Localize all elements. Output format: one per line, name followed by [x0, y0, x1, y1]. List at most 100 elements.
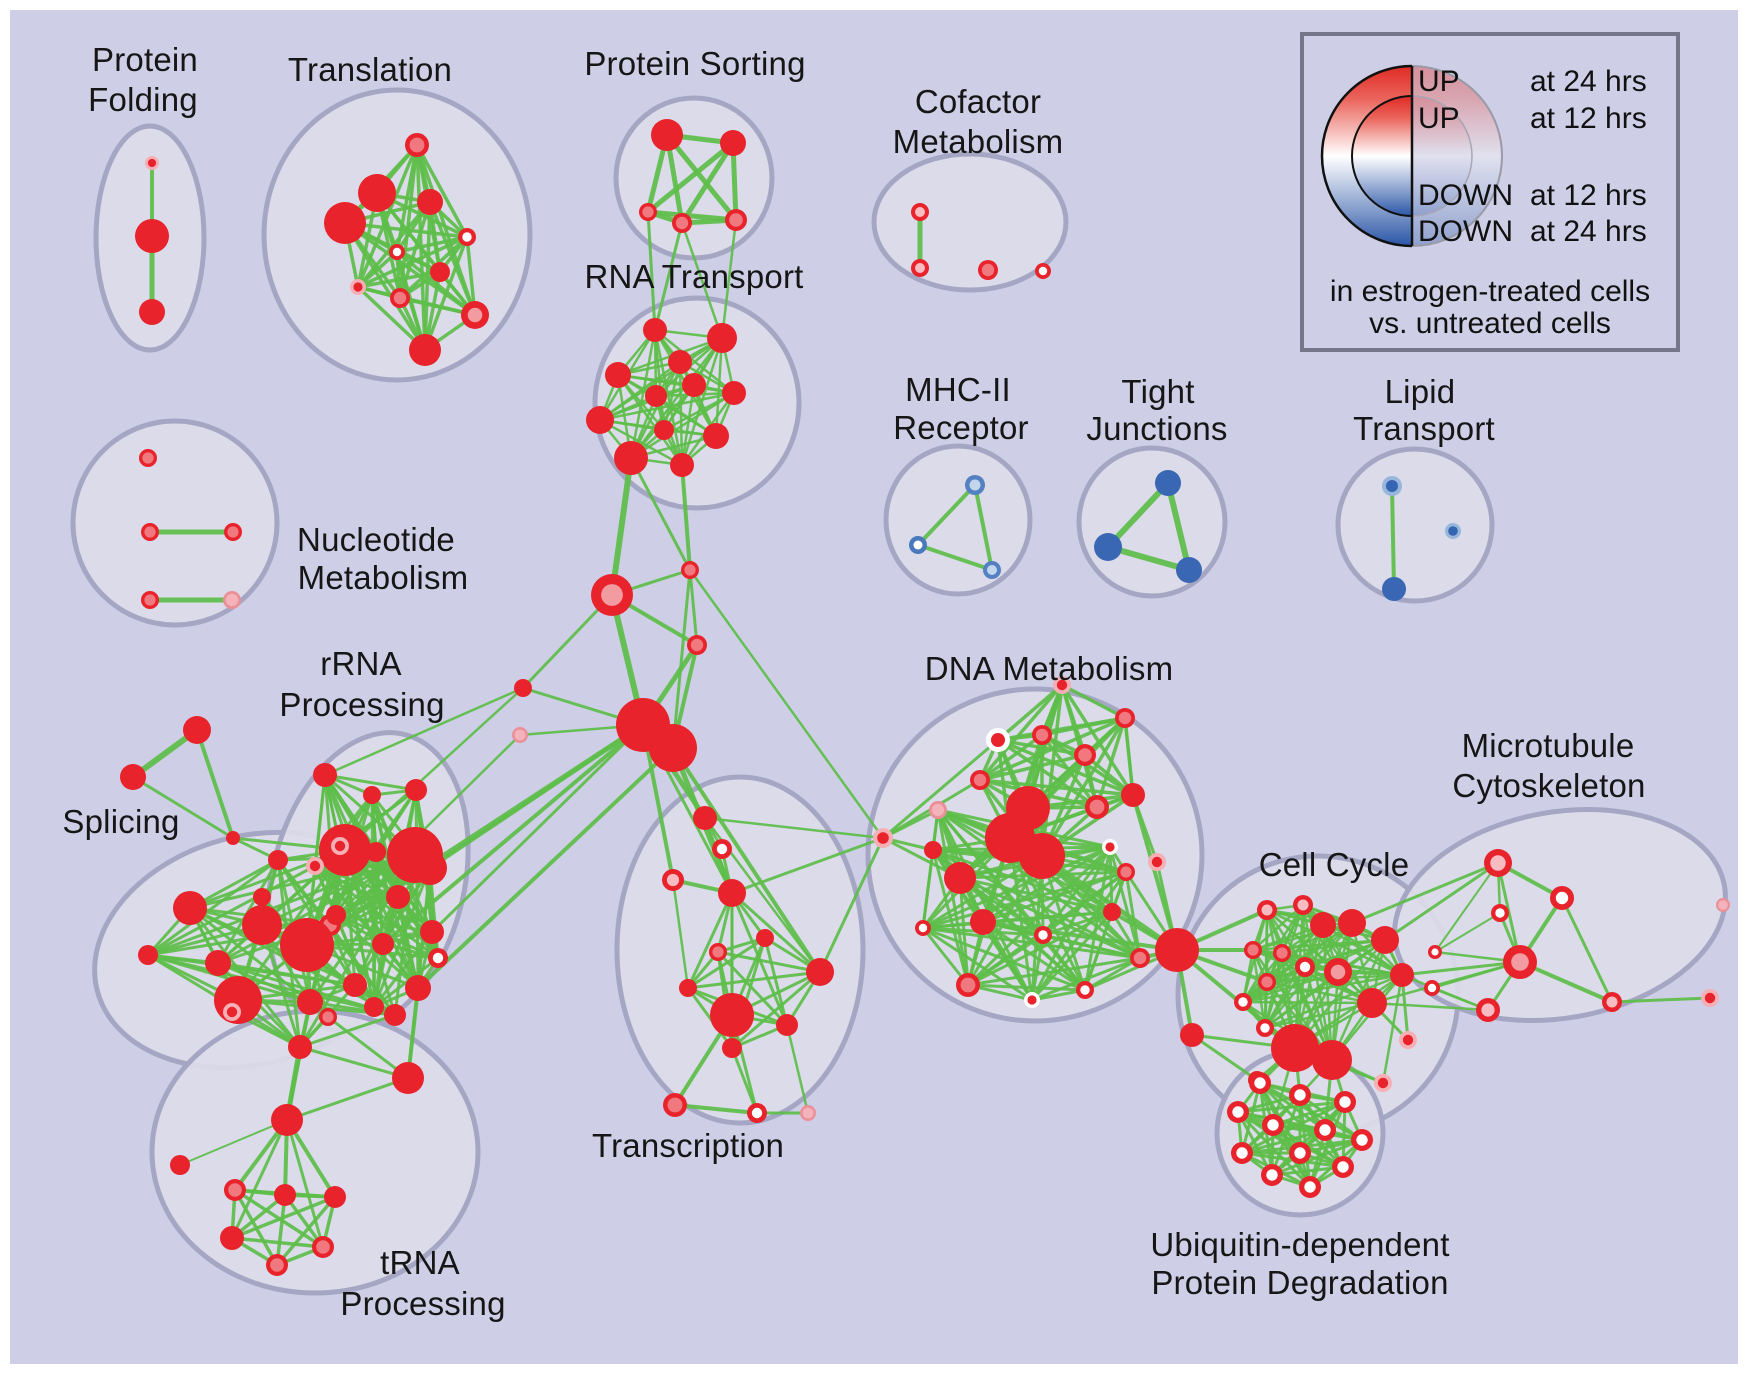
node-42[interactable] — [1382, 577, 1406, 601]
node-73[interactable] — [326, 905, 346, 925]
node-154[interactable] — [1262, 1114, 1284, 1136]
node-181[interactable] — [392, 1062, 424, 1094]
node-61[interactable] — [297, 989, 323, 1015]
node-120[interactable] — [1034, 926, 1052, 944]
node-82[interactable] — [514, 679, 532, 697]
node-84[interactable] — [681, 561, 699, 579]
node-150[interactable] — [1249, 1072, 1271, 1094]
node-62[interactable] — [343, 973, 367, 997]
node-6[interactable] — [417, 189, 443, 215]
node-20[interactable] — [707, 323, 737, 353]
node-90[interactable] — [712, 839, 732, 859]
node-8[interactable] — [389, 244, 405, 260]
node-75[interactable] — [372, 933, 394, 955]
node-140[interactable] — [1357, 988, 1387, 1018]
node-9[interactable] — [430, 262, 450, 282]
node-28[interactable] — [703, 423, 729, 449]
node-149[interactable] — [1374, 1074, 1392, 1092]
node-5[interactable] — [324, 202, 366, 244]
node-135[interactable] — [1310, 912, 1336, 938]
node-3[interactable] — [405, 133, 429, 157]
node-55[interactable] — [173, 891, 207, 925]
node-86[interactable] — [687, 635, 707, 655]
node-126[interactable] — [1053, 676, 1071, 694]
node-10[interactable] — [350, 279, 366, 295]
node-100[interactable] — [663, 1093, 687, 1117]
node-110[interactable] — [1085, 795, 1109, 819]
node-74[interactable] — [280, 918, 334, 972]
node-174[interactable] — [224, 1179, 246, 1201]
node-111[interactable] — [1121, 783, 1145, 807]
node-43[interactable] — [1445, 523, 1461, 539]
node-49[interactable] — [183, 716, 211, 744]
node-11[interactable] — [390, 288, 410, 308]
node-107[interactable] — [970, 770, 990, 790]
node-102[interactable] — [800, 1105, 816, 1121]
node-98[interactable] — [776, 1014, 798, 1036]
node-64[interactable] — [288, 1035, 312, 1059]
node-32[interactable] — [911, 259, 929, 277]
node-175[interactable] — [274, 1184, 296, 1206]
node-13[interactable] — [409, 334, 441, 366]
node-118[interactable] — [970, 909, 996, 935]
node-15[interactable] — [720, 130, 746, 156]
node-153[interactable] — [1227, 1101, 1249, 1123]
node-122[interactable] — [1130, 948, 1150, 968]
node-114[interactable] — [924, 841, 942, 859]
node-58[interactable] — [205, 950, 231, 976]
node-80[interactable] — [319, 1008, 337, 1026]
node-143[interactable] — [1256, 1019, 1274, 1037]
node-178[interactable] — [312, 1236, 334, 1258]
node-101[interactable] — [747, 1103, 767, 1123]
node-81[interactable] — [253, 888, 271, 906]
node-94[interactable] — [709, 943, 727, 961]
node-151[interactable] — [1289, 1084, 1311, 1106]
node-59[interactable] — [138, 945, 158, 965]
node-146[interactable] — [1390, 963, 1414, 987]
node-117[interactable] — [944, 862, 976, 894]
node-88[interactable] — [649, 724, 697, 772]
node-21[interactable] — [668, 350, 692, 374]
node-170[interactable] — [1701, 989, 1719, 1007]
node-85[interactable] — [591, 574, 633, 616]
node-97[interactable] — [710, 993, 754, 1037]
node-46[interactable] — [224, 523, 242, 541]
node-141[interactable] — [1258, 973, 1276, 991]
node-165[interactable] — [1428, 945, 1442, 959]
node-158[interactable] — [1289, 1142, 1311, 1164]
node-2[interactable] — [139, 299, 165, 325]
node-163[interactable] — [1550, 886, 1574, 910]
node-50[interactable] — [120, 764, 146, 790]
node-159[interactable] — [1332, 1156, 1354, 1178]
node-139[interactable] — [1324, 958, 1352, 986]
node-95[interactable] — [679, 979, 697, 997]
node-71[interactable] — [413, 851, 447, 885]
node-1[interactable] — [135, 219, 169, 253]
node-138[interactable] — [1295, 957, 1315, 977]
node-25[interactable] — [722, 381, 746, 405]
node-176[interactable] — [324, 1186, 346, 1208]
node-67[interactable] — [405, 779, 427, 801]
node-63[interactable] — [384, 1004, 406, 1026]
node-168[interactable] — [1476, 998, 1500, 1022]
node-69[interactable] — [306, 857, 324, 875]
node-16[interactable] — [639, 203, 657, 221]
node-26[interactable] — [586, 406, 614, 434]
node-144[interactable] — [1271, 1024, 1319, 1072]
node-108[interactable] — [929, 801, 947, 819]
node-123[interactable] — [956, 973, 980, 997]
node-132[interactable] — [1293, 895, 1313, 915]
node-17[interactable] — [672, 213, 692, 233]
node-70[interactable] — [366, 842, 386, 862]
node-47[interactable] — [141, 591, 159, 609]
node-44[interactable] — [139, 449, 157, 467]
node-129[interactable] — [1155, 928, 1199, 972]
node-177[interactable] — [220, 1226, 244, 1250]
node-68[interactable] — [331, 837, 349, 855]
node-19[interactable] — [643, 318, 667, 342]
node-41[interactable] — [1382, 476, 1402, 496]
node-38[interactable] — [1155, 470, 1181, 496]
node-31[interactable] — [911, 203, 929, 221]
node-72[interactable] — [386, 885, 410, 909]
node-51[interactable] — [226, 831, 240, 845]
